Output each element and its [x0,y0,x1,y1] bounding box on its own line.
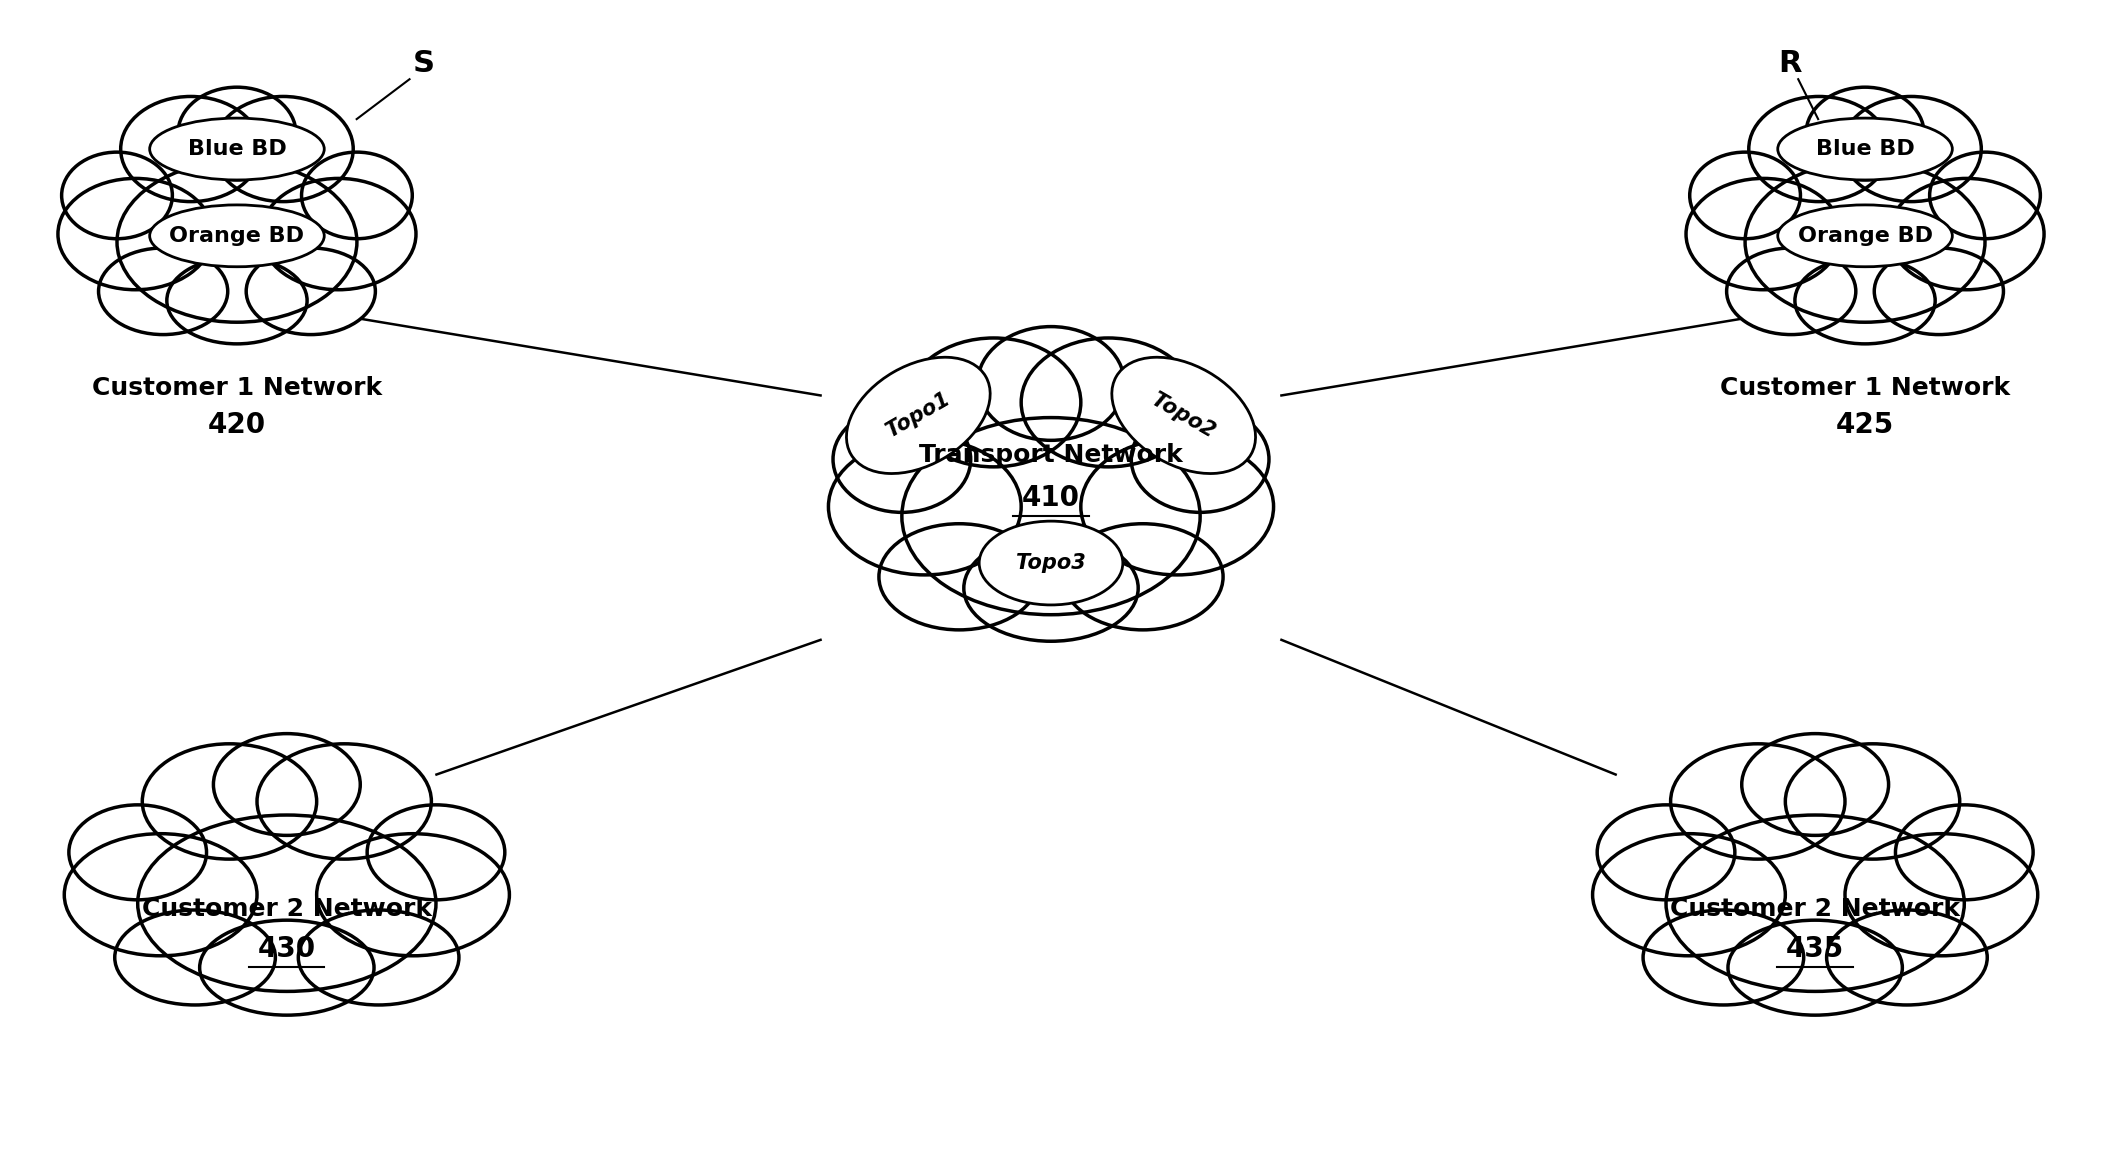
Ellipse shape [1062,524,1223,629]
Ellipse shape [1726,248,1856,334]
Ellipse shape [1785,744,1959,860]
Ellipse shape [179,87,296,180]
Ellipse shape [261,178,416,289]
Ellipse shape [879,524,1040,629]
Ellipse shape [1875,248,2003,334]
Text: Transport Network: Transport Network [919,443,1183,467]
Ellipse shape [902,418,1200,614]
Ellipse shape [246,248,376,334]
Ellipse shape [1728,920,1902,1015]
Ellipse shape [828,439,1022,575]
Ellipse shape [59,178,212,289]
Ellipse shape [1930,152,2041,238]
Ellipse shape [368,805,504,900]
Ellipse shape [118,162,357,322]
Text: Customer 2 Network: Customer 2 Network [1671,897,1961,921]
Text: Topo1: Topo1 [883,389,954,442]
Ellipse shape [69,805,206,900]
Text: 420: 420 [208,412,267,440]
Ellipse shape [61,152,172,238]
Ellipse shape [212,96,353,201]
Ellipse shape [1022,338,1196,467]
Ellipse shape [256,744,431,860]
Ellipse shape [965,535,1137,641]
Ellipse shape [139,815,435,992]
Ellipse shape [1112,358,1255,473]
Text: 425: 425 [1835,412,1894,440]
Ellipse shape [1795,257,1936,344]
Ellipse shape [301,152,412,238]
Ellipse shape [1080,439,1274,575]
Text: Blue BD: Blue BD [187,139,286,159]
Text: Orange BD: Orange BD [170,226,305,245]
Ellipse shape [200,920,374,1015]
Ellipse shape [1846,834,2037,956]
Ellipse shape [1593,834,1785,956]
Ellipse shape [1778,118,1953,180]
Ellipse shape [906,338,1080,467]
Text: 430: 430 [259,935,315,963]
Ellipse shape [847,358,990,473]
Ellipse shape [1827,911,1986,1005]
Ellipse shape [1896,805,2033,900]
Text: S: S [412,49,435,78]
Ellipse shape [143,744,317,860]
Ellipse shape [99,248,227,334]
Ellipse shape [1806,87,1923,180]
Ellipse shape [1686,178,1841,289]
Ellipse shape [149,118,324,180]
Ellipse shape [317,834,509,956]
Ellipse shape [1743,734,1888,835]
Text: Orange BD: Orange BD [1797,226,1932,245]
Text: 435: 435 [1787,935,1843,963]
Ellipse shape [1890,178,2043,289]
Text: Customer 2 Network: Customer 2 Network [141,897,431,921]
Ellipse shape [149,205,324,267]
Ellipse shape [120,96,261,201]
Ellipse shape [980,521,1122,605]
Text: Customer 1 Network: Customer 1 Network [92,376,383,400]
Text: 410: 410 [1022,484,1080,513]
Ellipse shape [116,911,275,1005]
Ellipse shape [1690,152,1801,238]
Ellipse shape [65,834,256,956]
Text: Topo2: Topo2 [1148,389,1219,442]
Ellipse shape [977,326,1125,441]
Text: Customer 1 Network: Customer 1 Network [1719,376,2010,400]
Ellipse shape [1671,744,1846,860]
Ellipse shape [1745,162,1984,322]
Text: Blue BD: Blue BD [1816,139,1915,159]
Ellipse shape [298,911,458,1005]
Ellipse shape [1749,96,1890,201]
Ellipse shape [214,734,359,835]
Ellipse shape [832,406,971,513]
Text: R: R [1778,49,1801,78]
Text: Topo3: Topo3 [1015,553,1087,573]
Ellipse shape [1131,406,1270,513]
Ellipse shape [166,257,307,344]
Ellipse shape [1598,805,1734,900]
Ellipse shape [1667,815,1963,992]
Ellipse shape [1841,96,1982,201]
Ellipse shape [1778,205,1953,267]
Ellipse shape [1644,911,1804,1005]
